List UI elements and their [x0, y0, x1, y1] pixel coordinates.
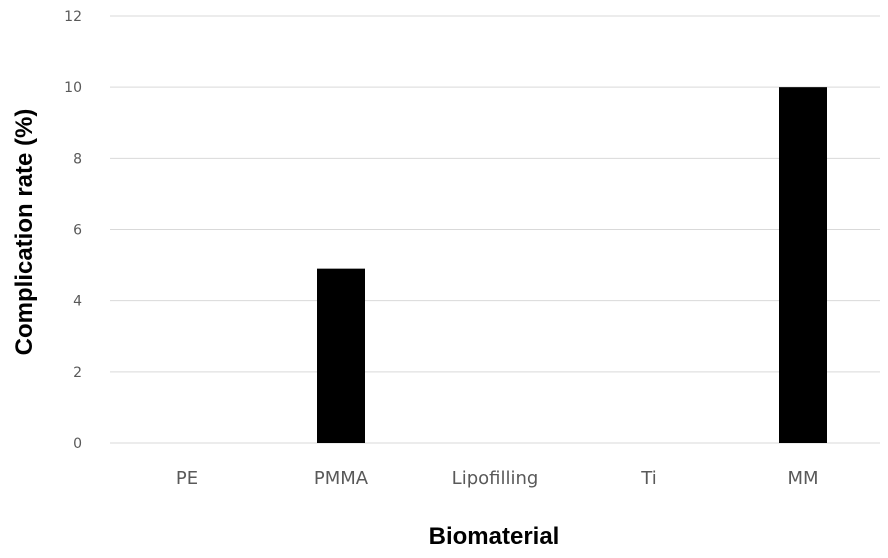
y-tick-label: 4 — [73, 294, 82, 310]
y-tick-label: 0 — [73, 436, 82, 452]
x-tick-label: Lipofilling — [452, 468, 539, 489]
bar-mm — [779, 87, 827, 444]
y-axis-label: Complication rate (%) — [11, 109, 38, 356]
x-axis-ticks: PE PMMA Lipofilling Ti MM — [176, 468, 819, 489]
y-tick-label: 2 — [73, 365, 82, 381]
y-tick-label: 6 — [73, 223, 82, 239]
y-tick-label: 8 — [73, 151, 82, 167]
x-tick-label: PMMA — [314, 468, 369, 489]
y-axis-ticks: 0 2 4 6 8 10 12 — [64, 9, 82, 452]
y-tick-label: 10 — [64, 80, 82, 96]
x-tick-label: MM — [787, 468, 818, 489]
y-tick-label: 12 — [64, 9, 82, 25]
x-axis-label: Biomaterial — [429, 523, 560, 550]
bars — [317, 87, 827, 444]
x-tick-label: Ti — [640, 468, 656, 489]
gridlines — [110, 15, 880, 444]
bar-pmma — [317, 268, 365, 443]
x-tick-label: PE — [176, 468, 198, 489]
